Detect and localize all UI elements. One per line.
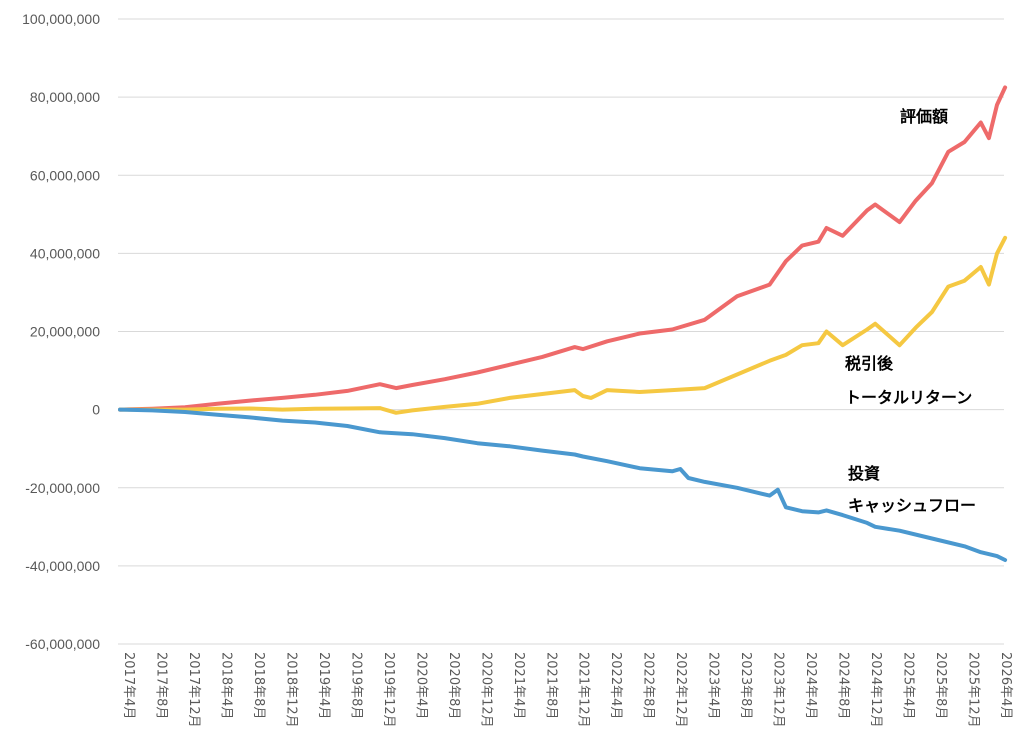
x-tick-label: 2018年4月 [218,652,233,719]
x-tick-label: 2019年8月 [348,652,363,719]
series-line-total-return [118,235,1008,415]
x-tick-label: 2022年4月 [608,652,623,719]
x-tick-label: 2024年12月 [868,652,883,728]
gridlines [118,18,1004,645]
series-label-return-line2: トータルリターン [845,388,972,407]
x-tick-label: 2026年4月 [998,652,1013,719]
x-tick-label: 2024年8月 [836,652,851,719]
y-tick-label: -60,000,000 [25,636,100,652]
series-line-cashflow [118,407,1008,562]
y-tick-label: 100,000,000 [22,11,100,27]
series-label-cashflow-line2: キャッシュフロー [848,496,976,515]
x-tick-label: 2023年8月 [738,652,753,719]
x-tick-label: 2021年12月 [576,652,591,728]
x-tick-label: 2023年12月 [771,652,786,728]
x-tick-label: 2019年12月 [381,652,396,728]
y-tick-label: 40,000,000 [30,245,100,261]
x-tick-label: 2020年8月 [446,652,461,719]
x-tick-label: 2025年8月 [933,652,948,719]
x-tick-label: 2018年12月 [283,652,298,728]
x-tick-label: 2025年12月 [966,652,981,728]
x-tick-label: 2021年4月 [511,652,526,719]
y-tick-label: -40,000,000 [25,558,100,574]
x-tick-label: 2018年8月 [251,652,266,719]
x-tick-label: 2023年4月 [706,652,721,719]
series-labels: 評価額 税引後 トータルリターン 投資 キャッシュフロー [845,107,976,515]
y-tick-label: 60,000,000 [30,167,100,183]
y-tick-label: -20,000,000 [25,480,100,496]
x-axis-ticks: 2017年4月 2017年8月 2017年12月 2018年4月 2018年8月 2018… [121,652,1013,728]
y-tick-label: 0 [92,402,100,418]
series-label-cashflow-line1: 投資 [848,464,880,483]
y-tick-label: 80,000,000 [30,89,100,105]
series-lines [118,85,1008,562]
x-tick-label: 2021年8月 [543,652,558,719]
x-tick-label: 2020年4月 [413,652,428,719]
x-tick-label: 2017年8月 [153,652,168,719]
x-tick-label: 2022年12月 [673,652,688,728]
y-axis-ticks: 100,000,000 80,000,000 60,000,000 40,000,00… [22,11,100,652]
x-tick-label: 2020年12月 [478,652,493,728]
x-tick-label: 2017年4月 [121,652,136,719]
x-tick-label: 2024年4月 [803,652,818,719]
x-tick-label: 2019年4月 [316,652,331,719]
y-tick-label: 20,000,000 [30,324,100,340]
x-tick-label: 2022年8月 [641,652,656,719]
series-label-return-line1: 税引後 [845,354,894,373]
series-line-valuation [118,85,1008,412]
x-tick-label: 2017年12月 [186,652,201,728]
series-label-valuation: 評価額 [900,107,948,126]
x-tick-label: 2025年4月 [901,652,916,719]
